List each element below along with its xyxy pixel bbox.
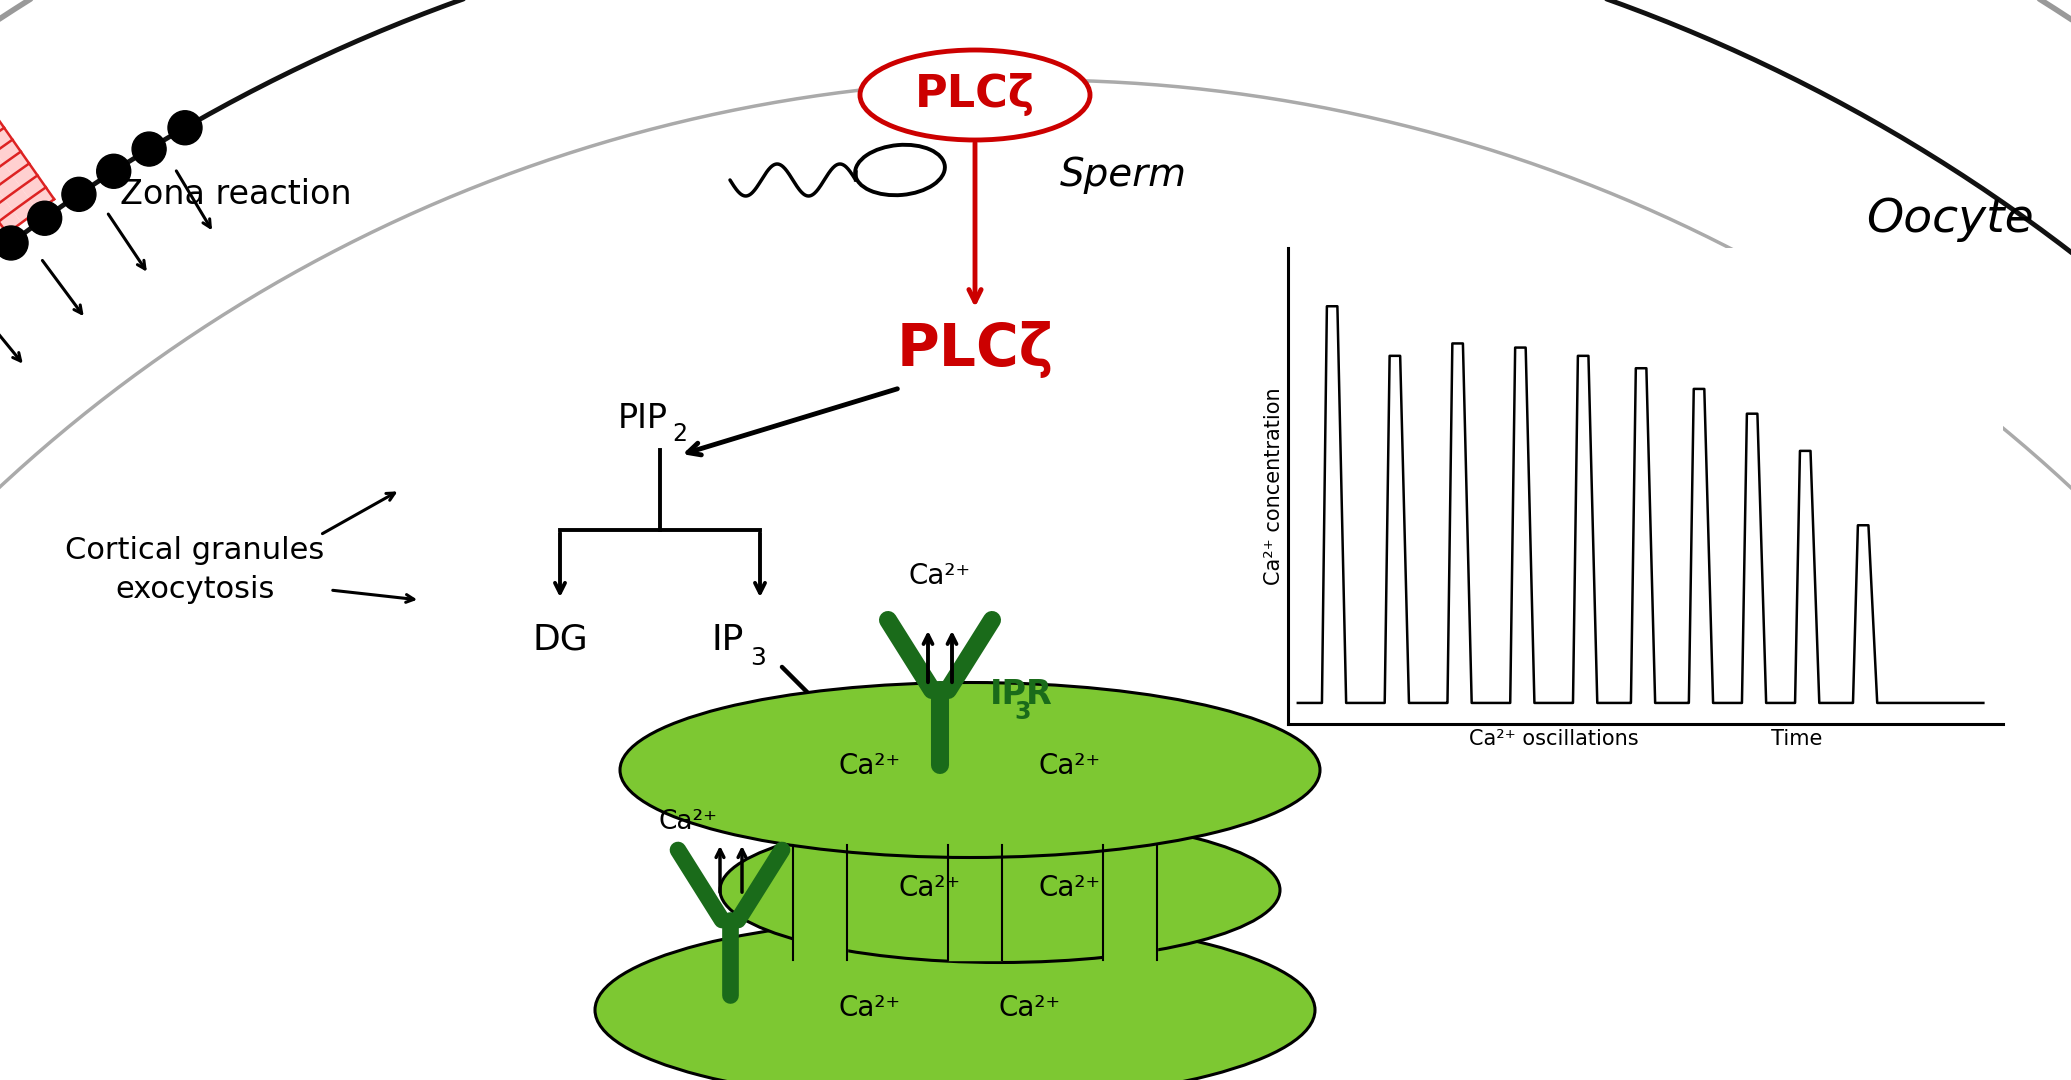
Polygon shape [0,107,6,247]
Text: PLCζ: PLCζ [897,322,1054,378]
Text: Ca²⁺: Ca²⁺ [659,809,717,835]
Text: Sperm: Sperm [1060,156,1187,194]
Text: Cortical granules
exocytosis: Cortical granules exocytosis [66,537,325,604]
Ellipse shape [859,50,1089,140]
Text: Ca²⁺: Ca²⁺ [1040,874,1102,902]
Text: R: R [1025,678,1052,712]
Text: 3: 3 [1015,700,1031,724]
Text: PIP: PIP [617,402,669,434]
Polygon shape [0,94,21,234]
Text: ER: ER [915,1035,996,1080]
Ellipse shape [721,818,1280,962]
Polygon shape [0,81,37,222]
Text: PLCζ: PLCζ [915,73,1036,117]
Circle shape [133,132,166,166]
Text: Ca²⁺: Ca²⁺ [839,994,901,1022]
Polygon shape [949,845,1002,960]
Text: IP: IP [712,623,743,657]
Y-axis label: Ca²⁺ concentration: Ca²⁺ concentration [1263,388,1284,584]
Circle shape [168,111,203,145]
Text: 2: 2 [671,422,688,446]
Polygon shape [793,845,847,960]
Text: Ca²⁺: Ca²⁺ [839,752,901,780]
X-axis label: Ca²⁺ oscillations                    Time: Ca²⁺ oscillations Time [1468,729,1822,750]
Text: Ca²⁺: Ca²⁺ [998,994,1060,1022]
Polygon shape [1104,845,1158,960]
Ellipse shape [594,918,1315,1080]
Text: Zona reaction: Zona reaction [120,178,352,212]
Text: Oocyte: Oocyte [1866,198,2034,243]
Text: Ca²⁺: Ca²⁺ [909,562,971,590]
Text: IP: IP [990,678,1027,712]
Text: Ca²⁺: Ca²⁺ [1040,752,1102,780]
Circle shape [97,154,130,188]
Circle shape [27,201,62,235]
Text: Ca²⁺: Ca²⁺ [899,874,961,902]
Text: 3: 3 [750,646,766,670]
Circle shape [0,226,29,260]
Polygon shape [0,68,54,211]
Text: DG: DG [532,623,588,657]
Circle shape [62,177,95,212]
Ellipse shape [619,683,1319,858]
